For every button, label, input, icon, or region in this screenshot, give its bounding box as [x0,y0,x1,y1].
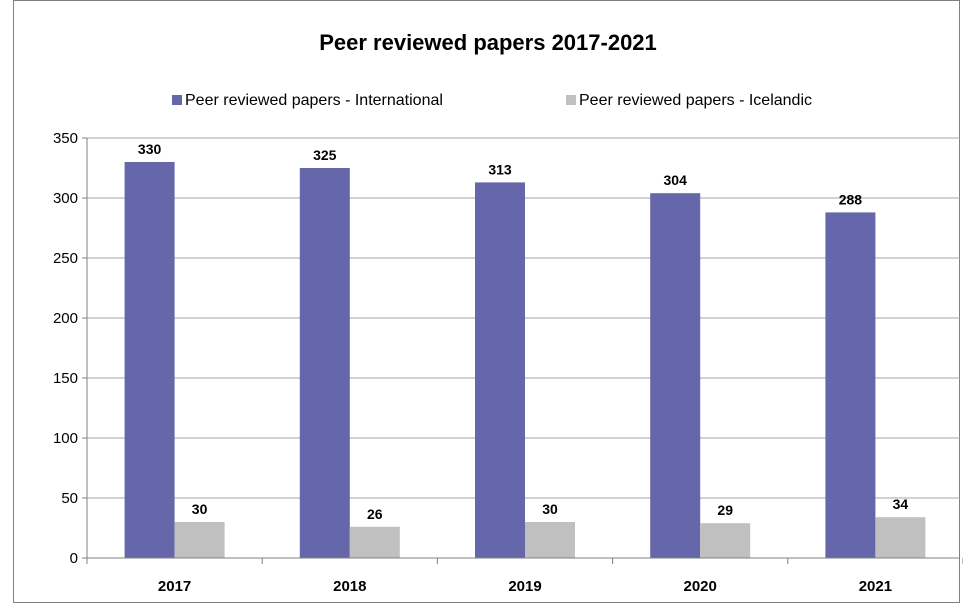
x-category-label: 2021 [859,578,892,595]
data-label: 26 [367,506,383,522]
x-category-label: 2018 [333,578,366,595]
bar-icelandic [174,522,225,558]
y-axis-ticks: 0 50 100 150 200 250 300 350 [53,130,88,567]
data-label: 34 [893,496,909,512]
bar-international [475,182,525,558]
data-label: 29 [717,502,733,518]
bar-icelandic [700,523,751,558]
x-category-label: 2019 [508,578,541,595]
legend-label-icelandic: Peer reviewed papers - Icelandic [579,92,812,109]
data-label: 30 [542,501,558,517]
bar-icelandic [525,522,575,558]
y-tick-label: 250 [53,250,78,267]
data-label: 330 [138,141,162,157]
bar-international [124,162,175,558]
data-label: 288 [839,191,863,207]
y-tick-label: 150 [53,370,78,387]
data-label: 304 [664,172,688,188]
x-axis: 2017 2018 2019 2020 2021 [86,557,963,595]
bar-international [825,212,876,558]
bar-international [650,193,701,558]
legend: Peer reviewed papers - International Pee… [172,92,812,109]
data-label: 30 [192,501,208,517]
data-label: 325 [313,147,337,163]
legend-label-international: Peer reviewed papers - International [185,92,443,109]
y-tick-label: 350 [53,130,78,147]
legend-swatch-icelandic [566,95,576,105]
chart-title: Peer reviewed papers 2017-2021 [319,30,657,55]
y-tick-label: 300 [53,190,78,207]
legend-swatch-international [172,95,182,105]
y-tick-label: 200 [53,310,78,327]
bars: 330 325 313 304 288 30 26 30 29 34 [124,141,926,558]
x-category-label: 2020 [684,578,717,595]
bar-international [299,168,350,558]
bar-icelandic [349,526,400,558]
y-tick-label: 0 [70,550,78,567]
y-tick-label: 50 [61,490,78,507]
data-label: 313 [488,161,512,177]
y-tick-label: 100 [53,430,78,447]
bar-icelandic [875,517,926,558]
x-category-label: 2017 [158,578,191,595]
